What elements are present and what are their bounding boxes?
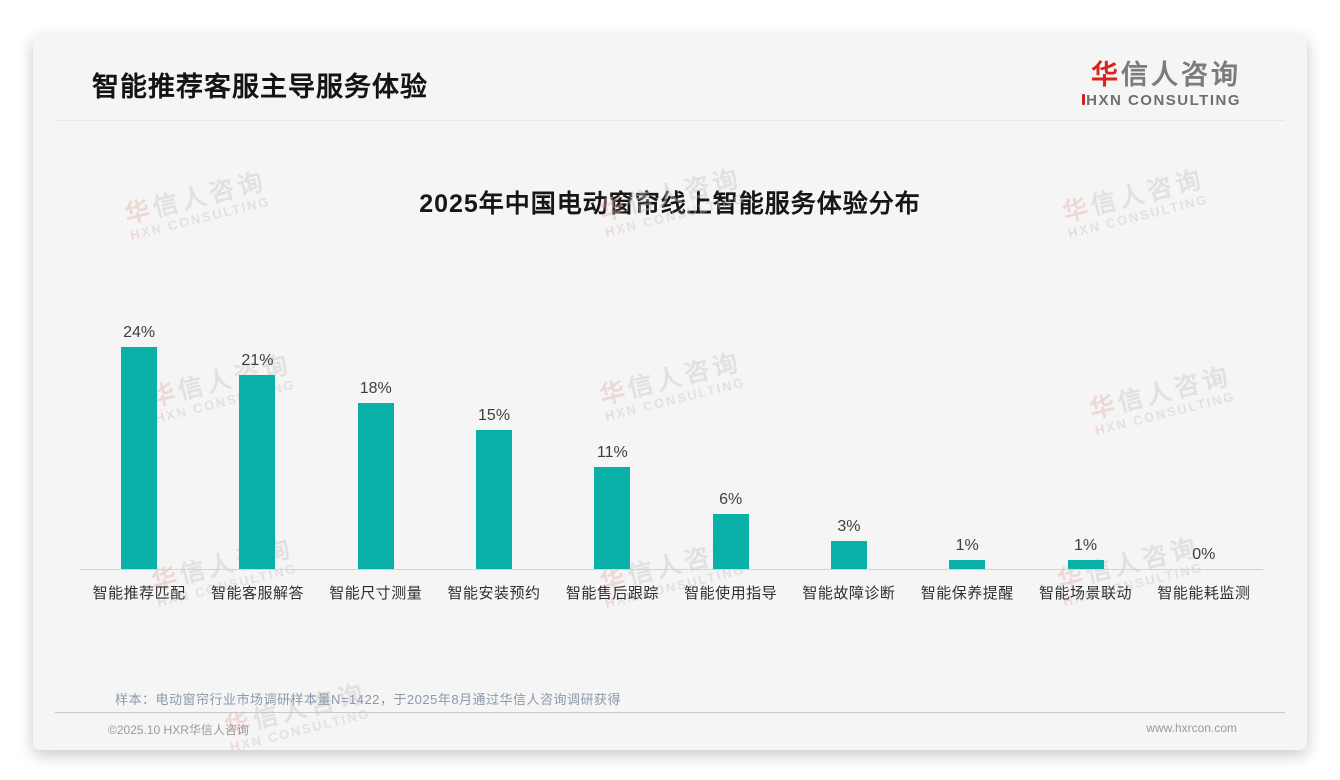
sample-footnote: 样本：电动窗帘行业市场调研样本量N=1422，于2025年8月通过华信人咨询调研… xyxy=(115,692,622,707)
category-label: 智能场景联动 xyxy=(1039,585,1133,602)
category-label: 智能能耗监测 xyxy=(1157,585,1251,602)
page-title: 智能推荐客服主导服务体验 xyxy=(92,72,428,102)
category-label: 智能使用指导 xyxy=(684,585,778,602)
bar xyxy=(949,559,986,569)
bar xyxy=(594,467,631,569)
bar-chart: 24% 21% 18% 15% 11% 6% 3% 1% 1% 0% 智能推荐匹配 智能客服解答 智能… xyxy=(80,317,1263,603)
bar-column: 24% xyxy=(80,324,198,569)
bar xyxy=(476,430,513,569)
logo-red-mark-icon xyxy=(1082,93,1086,105)
bar-value-label: 6% xyxy=(719,490,743,508)
bar xyxy=(121,347,158,569)
bar-value-label: 18% xyxy=(359,379,392,397)
bar xyxy=(712,513,749,569)
slide-card: 智能推荐客服主导服务体验 华信人咨询 HXN CONSULTING 2025年中… xyxy=(33,35,1307,750)
bar-value-label: 0% xyxy=(1192,546,1216,563)
category-label: 智能售后跟踪 xyxy=(565,585,659,602)
category-row: 智能推荐匹配 智能客服解答 智能尺寸测量 智能安装预约 智能售后跟踪 智能使用指导 智能故障… xyxy=(80,570,1263,603)
company-logo: 华信人咨询 HXN CONSULTING xyxy=(1082,60,1241,110)
bar-column: 15% xyxy=(435,407,553,569)
bar-value-label: 15% xyxy=(478,407,511,425)
bar xyxy=(239,374,276,569)
footer: ©2025.10 HXR华信人咨询 www.hxrcon.com xyxy=(108,721,1237,738)
bar-column: 21% xyxy=(198,352,316,569)
header-divider xyxy=(55,120,1285,121)
plot-area: 24% 21% 18% 15% 11% 6% 3% 1% 1% 0% xyxy=(80,317,1263,570)
bar-column: 1% xyxy=(1026,537,1144,569)
logo-chinese-text: 华信人咨询 xyxy=(1082,60,1241,91)
category-label: 智能安装预约 xyxy=(447,585,541,602)
header: 智能推荐客服主导服务体验 华信人咨询 HXN CONSULTING xyxy=(33,35,1307,133)
bar-value-label: 3% xyxy=(837,518,861,536)
bar-column: 0% xyxy=(1145,546,1263,569)
bar-value-label: 24% xyxy=(123,324,156,341)
bar-column: 18% xyxy=(317,379,435,569)
logo-cn-gray: 信人咨询 xyxy=(1121,60,1241,90)
bar-value-label: 11% xyxy=(596,444,628,462)
bar xyxy=(357,402,394,569)
bar-value-label: 1% xyxy=(1073,536,1098,554)
bar xyxy=(1067,559,1104,569)
website-url: www.hxrcon.com xyxy=(1146,721,1237,735)
bar-column: 3% xyxy=(790,518,908,569)
bar-column: 6% xyxy=(671,490,789,569)
category-label: 智能尺寸测量 xyxy=(329,585,423,602)
category-label: 智能故障诊断 xyxy=(802,585,896,602)
logo-english-text: HXN CONSULTING xyxy=(1082,92,1241,110)
chart-title: 2025年中国电动窗帘线上智能服务体验分布 xyxy=(419,190,921,218)
bar-value-label: 21% xyxy=(241,351,274,369)
bar-column: 1% xyxy=(908,537,1026,569)
category-label: 智能保养提醒 xyxy=(920,585,1014,602)
bar-column: 11% xyxy=(553,444,671,569)
logo-cn-red: 华 xyxy=(1091,60,1121,90)
bar xyxy=(830,541,867,569)
copyright-text: ©2025.10 HXR华信人咨询 xyxy=(108,723,249,737)
footer-divider xyxy=(55,712,1285,713)
category-label: 智能推荐匹配 xyxy=(92,585,186,602)
bar-value-label: 1% xyxy=(955,536,979,554)
category-label: 智能客服解答 xyxy=(210,585,304,602)
